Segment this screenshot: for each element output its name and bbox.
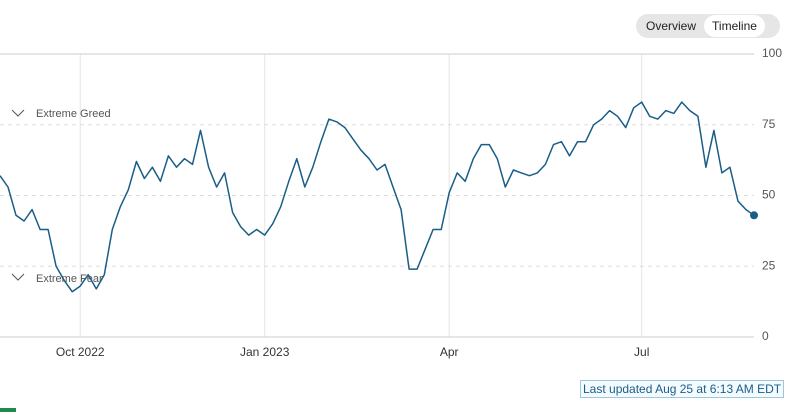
annotation-greed: Extreme Greed [36,108,111,120]
toggle-overview[interactable]: Overview [646,19,697,33]
y-tick-label: 0 [762,329,769,343]
x-tick-label: Jul [634,345,649,359]
y-tick-label: 25 [762,258,776,272]
annotation-fear: Extreme Fear [36,273,103,285]
last-updated: Last updated Aug 25 at 6:13 AM EDT [580,380,785,398]
y-tick-label: 50 [762,188,776,202]
accent-strip [0,408,16,412]
x-tick-label: Apr [440,345,459,359]
y-tick-label: 75 [762,117,776,131]
toggle-timeline[interactable]: Timeline [704,15,765,37]
latest-point [750,211,758,220]
y-tick-label: 100 [762,46,782,60]
index-line [0,101,755,293]
x-tick-label: Oct 2022 [56,345,105,359]
zone-icons [11,109,25,281]
view-toggle: Overview Timeline [636,14,780,38]
x-tick-label: Jan 2023 [240,345,290,359]
